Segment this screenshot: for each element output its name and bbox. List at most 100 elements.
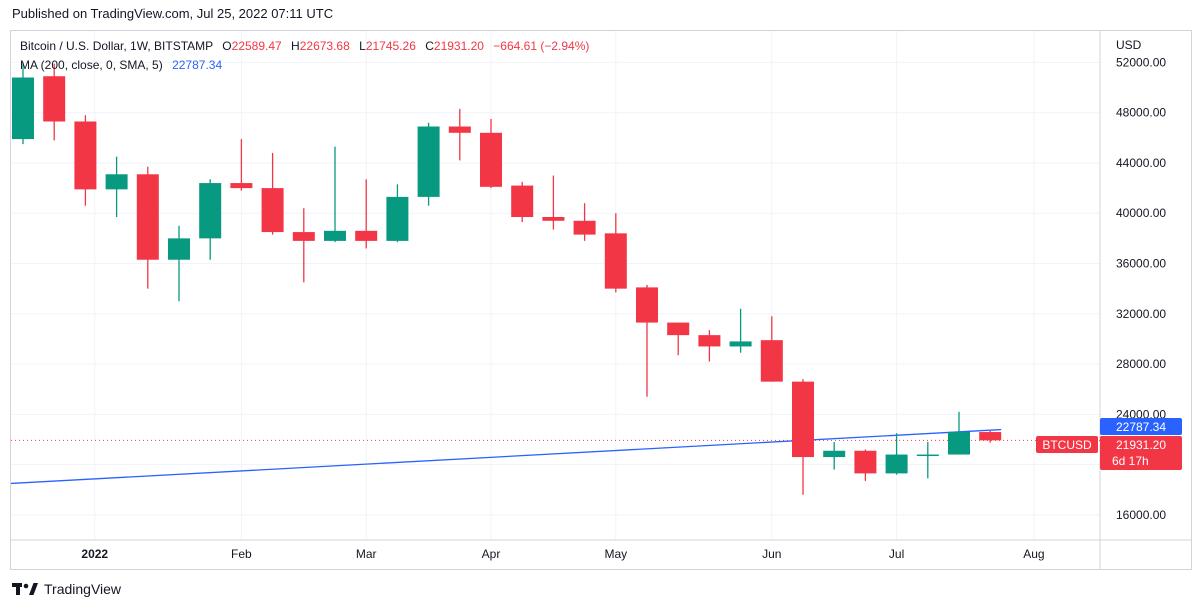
candle-body bbox=[417, 126, 440, 197]
candle bbox=[636, 284, 658, 397]
ma-tag: 22787.34 bbox=[1116, 420, 1166, 434]
symbol-tag: BTCUSD bbox=[1042, 438, 1092, 452]
price-tag-bg bbox=[1100, 436, 1182, 470]
candle bbox=[386, 184, 409, 243]
candle-body bbox=[261, 188, 284, 233]
legend-l-label: L bbox=[359, 39, 366, 53]
candle-body bbox=[604, 233, 627, 289]
candle-body bbox=[448, 126, 471, 133]
candle bbox=[760, 316, 783, 382]
candle bbox=[885, 433, 908, 475]
legend-c-label: C bbox=[425, 39, 434, 53]
time-tick-label: Jul bbox=[889, 547, 904, 561]
candle bbox=[199, 179, 222, 260]
candle bbox=[136, 166, 159, 289]
chart-frame[interactable] bbox=[10, 30, 1192, 570]
candle-body bbox=[168, 238, 190, 260]
time-tick-label: Apr bbox=[482, 547, 501, 561]
candle-body bbox=[355, 230, 378, 241]
candle bbox=[948, 411, 970, 455]
candle-body bbox=[854, 450, 877, 474]
legend-ma-value: 22787.34 bbox=[172, 58, 222, 72]
candle-body bbox=[542, 217, 565, 221]
ma-line bbox=[10, 428, 1002, 485]
legend-ohlc: Bitcoin / U.S. Dollar, 1W, BITSTAMP O225… bbox=[20, 39, 589, 53]
candle-body bbox=[136, 174, 159, 260]
footer: TradingView bbox=[12, 580, 121, 598]
candle bbox=[916, 441, 939, 479]
candle-body bbox=[292, 232, 315, 241]
legend-change: −664.61 (−2.94%) bbox=[493, 39, 589, 53]
candle bbox=[542, 175, 565, 230]
time-tick-label: May bbox=[604, 547, 627, 561]
candle-body bbox=[511, 185, 534, 218]
legend-o-label: O bbox=[222, 39, 231, 53]
candle-body bbox=[792, 381, 814, 458]
candle bbox=[355, 179, 378, 249]
candle-body bbox=[979, 432, 1002, 441]
time-tick-label: Jun bbox=[762, 547, 781, 561]
legend-high: 22673.68 bbox=[300, 39, 350, 53]
candle-body bbox=[324, 230, 346, 241]
candle-body bbox=[916, 454, 939, 457]
candle bbox=[792, 379, 814, 495]
price-tick-label: 32000.00 bbox=[1116, 307, 1166, 321]
tradingview-logo-icon bbox=[12, 583, 38, 595]
candle bbox=[261, 152, 284, 235]
legend-close: 21931.20 bbox=[434, 39, 484, 53]
candle bbox=[448, 108, 471, 161]
chart-legend: Bitcoin / U.S. Dollar, 1W, BITSTAMP O225… bbox=[20, 39, 589, 72]
price-tick-label: 52000.00 bbox=[1116, 55, 1166, 69]
candle-body bbox=[105, 174, 128, 190]
candle bbox=[324, 146, 346, 243]
price-tick-label: 16000.00 bbox=[1116, 508, 1166, 522]
price-tick-label: 24000.00 bbox=[1116, 407, 1166, 421]
price-tag: 21931.20 bbox=[1116, 438, 1166, 452]
legend-open: 22589.47 bbox=[232, 39, 282, 53]
symbol-tag-bg bbox=[1036, 436, 1098, 453]
candle bbox=[292, 208, 315, 283]
candle-body bbox=[199, 183, 222, 239]
price-tick-label: 40000.00 bbox=[1116, 206, 1166, 220]
candle-body bbox=[698, 335, 721, 347]
legend-low: 21745.26 bbox=[366, 39, 416, 53]
published-note: Published on TradingView.com, Jul 25, 20… bbox=[12, 6, 334, 21]
candle-body bbox=[948, 431, 970, 455]
price-tags: 22787.34 BTCUSD 21931.20 6d 17h bbox=[1036, 418, 1182, 470]
time-axis[interactable]: 2022 Feb Mar Apr May Jun Jul Aug bbox=[81, 547, 1044, 561]
time-tick-label: Feb bbox=[231, 547, 252, 561]
candle-body bbox=[43, 76, 66, 122]
time-tick-label: Aug bbox=[1023, 547, 1044, 561]
candle bbox=[698, 330, 721, 362]
candle bbox=[667, 322, 690, 356]
countdown-label: 6d 17h bbox=[1112, 454, 1149, 468]
candle bbox=[480, 118, 502, 189]
candle bbox=[979, 430, 1002, 443]
price-tick-label: 36000.00 bbox=[1116, 257, 1166, 271]
price-tick-label: 48000.00 bbox=[1116, 106, 1166, 120]
tradingview-brand: TradingView bbox=[44, 581, 122, 597]
candle bbox=[43, 63, 66, 141]
candle bbox=[854, 449, 877, 481]
grid-lines bbox=[11, 31, 1191, 569]
candle bbox=[573, 203, 596, 241]
candles[interactable] bbox=[12, 62, 1002, 495]
time-tick-label: Mar bbox=[356, 547, 377, 561]
candle-body bbox=[573, 220, 596, 235]
moving-average-line bbox=[10, 428, 1002, 485]
candle bbox=[12, 62, 34, 145]
currency-label: USD bbox=[1116, 38, 1142, 52]
candle-body bbox=[760, 340, 783, 382]
price-tick-label: 44000.00 bbox=[1116, 156, 1166, 170]
time-tick-label: 2022 bbox=[81, 547, 108, 561]
candle bbox=[823, 441, 846, 470]
candle-body bbox=[885, 454, 908, 474]
candle bbox=[511, 181, 534, 223]
candle bbox=[230, 139, 253, 191]
candle bbox=[168, 225, 190, 302]
candle bbox=[729, 308, 752, 353]
candle-body bbox=[12, 77, 34, 140]
candle-body bbox=[636, 287, 658, 323]
legend-ma-label: MA (200, close, 0, SMA, 5) bbox=[20, 58, 163, 72]
